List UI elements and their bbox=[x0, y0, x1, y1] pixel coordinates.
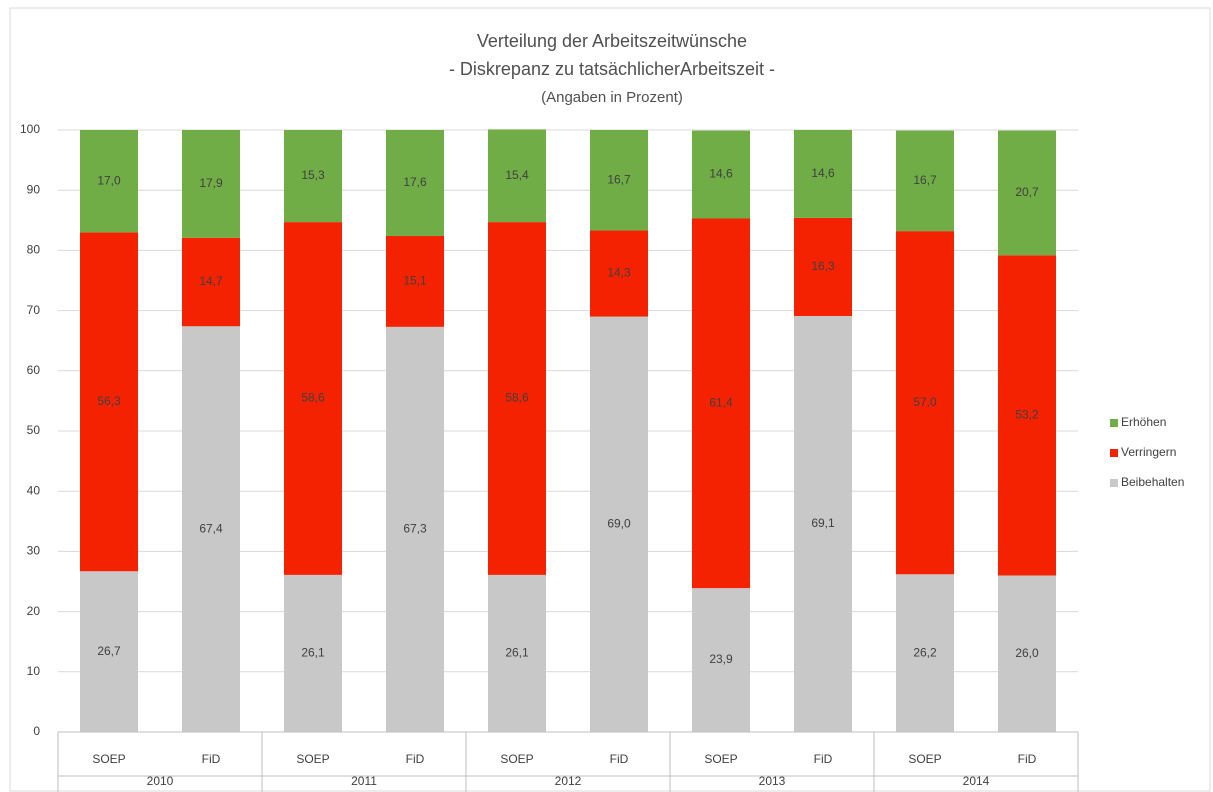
bar-segment bbox=[692, 130, 750, 219]
bar-segment bbox=[896, 231, 954, 575]
y-tick-label: 10 bbox=[27, 664, 41, 678]
bar-segment bbox=[182, 326, 240, 732]
data-label: 58,6 bbox=[301, 391, 325, 405]
x-tick-label: FiD bbox=[814, 752, 833, 766]
x-tick-label: FiD bbox=[610, 752, 629, 766]
bar-segment bbox=[998, 255, 1056, 576]
legend-swatch bbox=[1110, 419, 1118, 427]
group-label: 2012 bbox=[555, 774, 582, 788]
y-tick-label: 0 bbox=[33, 724, 40, 738]
legend-label: Beibehalten bbox=[1121, 475, 1184, 489]
data-label: 16,3 bbox=[811, 259, 835, 273]
legend-swatch bbox=[1110, 479, 1118, 487]
legend-label: Erhöhen bbox=[1121, 415, 1166, 429]
bar-segment bbox=[386, 235, 444, 327]
bar-segment bbox=[284, 222, 342, 575]
bar-segment bbox=[284, 574, 342, 732]
data-label: 16,7 bbox=[607, 172, 631, 186]
x-tick-label: SOEP bbox=[296, 752, 329, 766]
bar-segment bbox=[794, 217, 852, 317]
bar-segment bbox=[80, 232, 138, 572]
data-label: 17,0 bbox=[97, 173, 121, 187]
y-tick-label: 100 bbox=[20, 122, 40, 136]
bar-segment bbox=[896, 574, 954, 732]
bar-segment bbox=[794, 316, 852, 732]
bar-segment bbox=[182, 237, 240, 327]
legend-label: Verringern bbox=[1121, 445, 1176, 459]
bar-segment bbox=[692, 588, 750, 732]
bar-segment bbox=[590, 230, 648, 317]
y-tick-label: 60 bbox=[27, 363, 41, 377]
bar-segment bbox=[488, 574, 546, 732]
bar-segment bbox=[284, 130, 342, 223]
y-tick-label: 40 bbox=[27, 483, 41, 497]
x-tick-label: FiD bbox=[1018, 752, 1037, 766]
data-label: 14,7 bbox=[199, 274, 223, 288]
data-label: 17,9 bbox=[199, 176, 223, 190]
data-label: 69,0 bbox=[607, 516, 631, 530]
bar-segment bbox=[488, 129, 546, 223]
bar-segment bbox=[590, 130, 648, 231]
bar-segment bbox=[692, 218, 750, 589]
bar-segment bbox=[80, 130, 138, 233]
x-tick-label: FiD bbox=[406, 752, 425, 766]
group-label: 2013 bbox=[759, 774, 786, 788]
data-label: 26,1 bbox=[301, 646, 325, 660]
data-label: 26,1 bbox=[505, 646, 529, 660]
bar-segment bbox=[896, 130, 954, 232]
group-label: 2010 bbox=[147, 774, 174, 788]
bar-segment bbox=[998, 130, 1056, 256]
group-label: 2011 bbox=[351, 774, 377, 788]
data-label: 26,0 bbox=[1015, 646, 1039, 660]
bar-segment bbox=[386, 130, 444, 236]
bar-segment bbox=[488, 222, 546, 575]
x-tick-label: SOEP bbox=[92, 752, 125, 766]
data-label: 26,7 bbox=[97, 644, 121, 658]
data-label: 53,2 bbox=[1015, 408, 1039, 422]
y-tick-label: 90 bbox=[27, 182, 41, 196]
bar-segment bbox=[590, 316, 648, 732]
data-label: 15,4 bbox=[505, 168, 529, 182]
x-tick-label: FiD bbox=[202, 752, 221, 766]
bar-segment bbox=[182, 130, 240, 238]
data-label: 57,0 bbox=[913, 395, 937, 409]
data-label: 67,4 bbox=[199, 521, 223, 535]
group-label: 2014 bbox=[963, 774, 990, 788]
data-label: 69,1 bbox=[811, 516, 835, 530]
data-label: 58,6 bbox=[505, 391, 529, 405]
data-label: 26,2 bbox=[913, 645, 937, 659]
chart-subtitle: - Diskrepanz zu tatsächlicherArbeitszeit… bbox=[449, 59, 775, 79]
data-label: 17,6 bbox=[403, 175, 427, 189]
chart-title: Verteilung der Arbeitszeitwünsche bbox=[477, 31, 747, 51]
data-label: 61,4 bbox=[709, 395, 733, 409]
legend-swatch bbox=[1110, 449, 1118, 457]
y-tick-label: 20 bbox=[27, 604, 41, 618]
data-label: 20,7 bbox=[1015, 185, 1039, 199]
data-label: 14,6 bbox=[709, 167, 733, 181]
bar-segment bbox=[386, 326, 444, 732]
data-label: 14,3 bbox=[607, 266, 631, 280]
x-tick-label: SOEP bbox=[704, 752, 737, 766]
data-label: 56,3 bbox=[97, 394, 121, 408]
bar-segment bbox=[998, 575, 1056, 732]
y-tick-label: 70 bbox=[27, 303, 41, 317]
bar-segment bbox=[80, 571, 138, 732]
data-label: 16,7 bbox=[913, 173, 937, 187]
data-label: 15,3 bbox=[301, 168, 325, 182]
data-label: 15,1 bbox=[403, 274, 427, 288]
data-label: 23,9 bbox=[709, 652, 733, 666]
y-tick-label: 50 bbox=[27, 423, 41, 437]
y-tick-label: 30 bbox=[27, 544, 41, 558]
data-label: 67,3 bbox=[403, 522, 427, 536]
x-tick-label: SOEP bbox=[500, 752, 533, 766]
data-label: 14,6 bbox=[811, 166, 835, 180]
y-tick-label: 80 bbox=[27, 243, 41, 257]
chart-note: (Angaben in Prozent) bbox=[541, 89, 683, 106]
x-tick-label: SOEP bbox=[908, 752, 941, 766]
bar-segment bbox=[794, 130, 852, 218]
